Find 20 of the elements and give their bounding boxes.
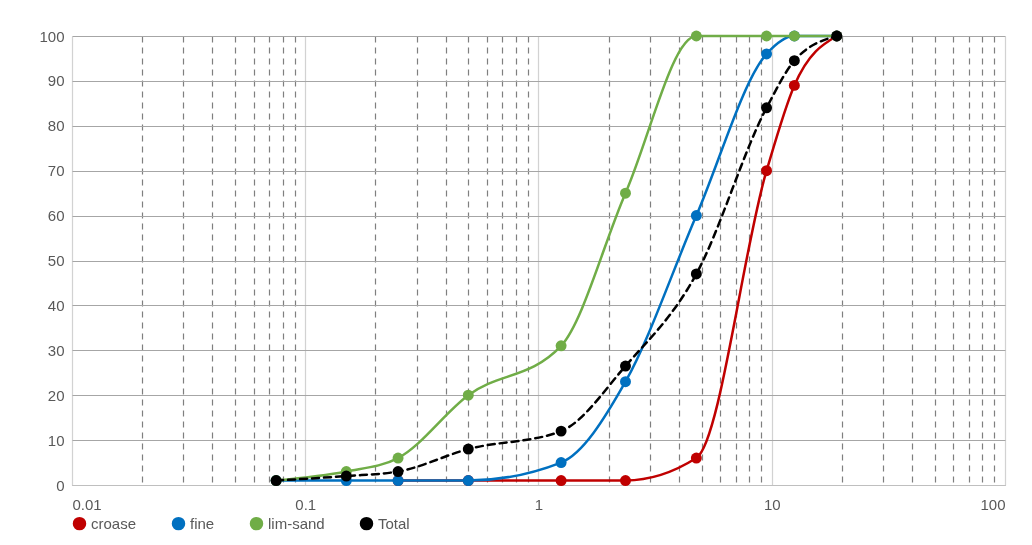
- y-tick-label: 70: [47, 162, 65, 180]
- legend-label: croase: [91, 514, 137, 532]
- y-tick-label: 50: [47, 252, 65, 269]
- x-tick-label: 10: [763, 495, 781, 513]
- x-tick-label: 1: [534, 495, 544, 513]
- y-tick-label: 40: [47, 296, 65, 314]
- y-tick-label: 30: [47, 341, 65, 359]
- y-tick-label: 80: [47, 117, 65, 135]
- y-tick-label: 60: [47, 207, 65, 225]
- x-tick-label: 100: [980, 495, 1006, 513]
- y-tick-label: 100: [39, 27, 65, 45]
- y-tick-label: 10: [47, 431, 65, 449]
- legend-label: Total: [378, 514, 410, 532]
- legend-label: fine: [190, 514, 215, 532]
- legend-label: lim-sand: [268, 514, 325, 532]
- y-tick-label: 90: [47, 72, 65, 90]
- x-tick-label: 0.01: [72, 495, 102, 513]
- y-tick-label: 0: [56, 476, 65, 494]
- x-tick-label: 0.1: [295, 495, 317, 513]
- y-tick-label: 20: [47, 386, 65, 404]
